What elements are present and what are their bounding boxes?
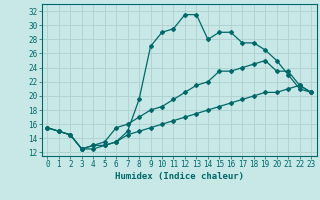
X-axis label: Humidex (Indice chaleur): Humidex (Indice chaleur) (115, 172, 244, 181)
